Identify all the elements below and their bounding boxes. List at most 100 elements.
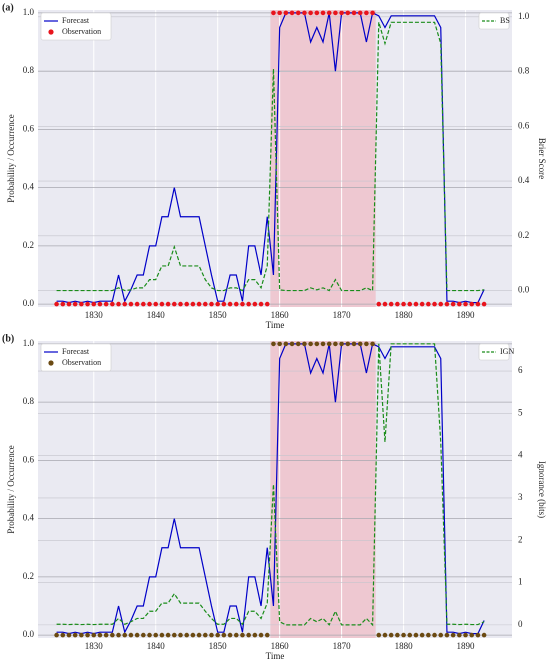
observation-dot [432,301,437,307]
observation-dot [110,632,115,638]
observation-dot [264,632,270,638]
observation-dot [314,10,320,16]
y-tick-label: 0.6 [23,454,35,464]
observation-dot [308,341,313,347]
observation-dot [110,301,115,307]
y-tick-label: 0.4 [23,513,35,523]
panel-label: (b) [2,333,14,344]
observation-dot [128,301,134,307]
observation-dot [54,301,59,307]
observation-dot [345,10,351,16]
observation-dot [345,341,351,347]
observation-dot [91,301,97,307]
observation-dot [283,341,289,347]
observation-dot [457,632,462,638]
observation-dot [277,341,282,347]
observation-dot [159,301,165,307]
x-tick-label: 1870 [333,310,352,320]
x-tick-label: 1860 [271,310,290,320]
observation-dot [134,632,140,638]
observation-dot [85,632,90,638]
observation-dot [289,341,295,347]
observation-dot [97,632,103,638]
y2-tick-label: 0.0 [518,285,530,295]
observation-dot [450,632,456,638]
observation-dot [320,10,326,16]
y-tick-label: 1.0 [23,7,35,17]
observation-dot [295,10,301,16]
observation-dot [395,632,400,638]
observation-dot [376,632,382,638]
y2-tick-label: 6 [518,365,523,375]
observation-dot [178,301,183,307]
legend: Forecast Observation [40,12,112,41]
y-tick-label: 0.8 [23,65,35,75]
observation-dot [258,632,264,638]
observation-dot [364,10,369,16]
x-tick-label: 1890 [457,310,476,320]
forecast-line [56,343,485,635]
observation-dot [401,301,406,307]
observation-dot [302,341,307,347]
y-tick-label: 0.0 [23,298,35,308]
x-tick-label: 1880 [395,641,414,651]
observation-dot [141,301,146,307]
event-shading [270,341,376,638]
observation-dot [196,632,202,638]
observation-dot [295,341,301,347]
observation-dot [103,301,109,307]
observation-dot [475,632,481,638]
legend-marker [48,29,54,35]
x-tick-label: 1840 [147,310,166,320]
y2-tick-label: 3 [518,492,523,502]
x-tick-label: 1840 [147,641,166,651]
observation-dot [221,632,227,638]
observation-dot [370,341,375,347]
observation-dot [463,301,468,307]
observation-dot [419,632,425,638]
observation-dot [184,301,190,307]
legend-label: Forecast [62,347,90,356]
legend-box [40,343,112,372]
legend: IGN [478,343,514,361]
observation-dot [233,632,239,638]
observation-dot [302,10,307,16]
observation-dot [116,301,121,307]
x-tick-label: 1860 [271,641,290,651]
observation-dot [252,632,258,638]
observation-dot [351,10,357,16]
legend-label: Observation [62,358,101,367]
observation-dot [401,632,406,638]
observation-dot [79,301,84,307]
observation-dot [370,10,375,16]
legend-marker [48,360,54,366]
legend-label: Forecast [62,16,90,25]
x-tick-label: 1850 [209,310,228,320]
observation-dot [72,301,78,307]
observation-dot [314,341,320,347]
observation-dot [190,632,196,638]
observation-dot [122,301,128,307]
observation-dot [196,301,202,307]
observation-dot [221,301,227,307]
observation-dot [407,632,413,638]
observation-dot [382,632,388,638]
y2-tick-label: 4 [518,450,523,460]
y2-tick-label: 2 [518,534,523,544]
observation-dot [172,632,177,638]
x-tick-label: 1830 [85,641,104,651]
observation-dot [264,301,270,307]
observation-dot [165,301,171,307]
y-tick-label: 0.4 [23,182,35,192]
y2-tick-label: 1 [518,577,523,587]
y2-tick-label: 0.6 [518,120,530,130]
observation-dot [376,301,382,307]
observation-dot [202,632,208,638]
observation-dot [326,10,332,16]
observation-dot [469,301,475,307]
observation-dot [320,341,326,347]
observation-dot [277,10,282,16]
observation-dot [128,632,134,638]
observation-dot [103,632,109,638]
